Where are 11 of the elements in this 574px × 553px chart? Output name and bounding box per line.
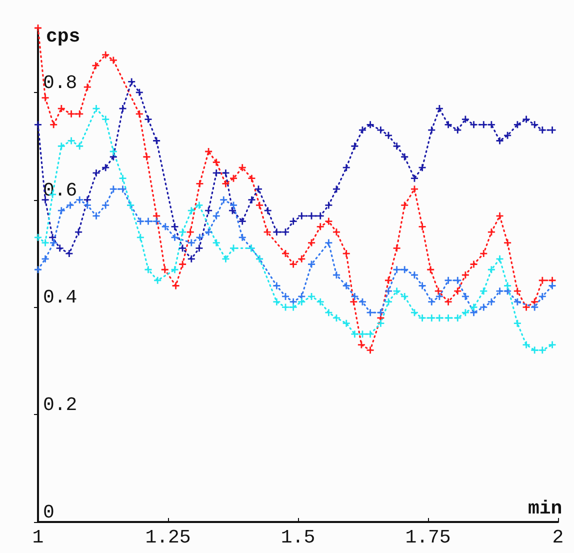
x-axis-title: min xyxy=(528,498,562,520)
y-tick-label: 0 xyxy=(43,502,54,524)
x-tick-label: 1.5 xyxy=(280,526,316,548)
x-tick-label: 2 xyxy=(552,526,564,548)
x-tick-label: 1.75 xyxy=(405,526,451,548)
x-tick-label: 1 xyxy=(32,526,44,548)
y-tick-label: 0.4 xyxy=(43,286,78,309)
x-tick-label: 1.25 xyxy=(145,526,191,548)
y-tick-label: 0.2 xyxy=(43,394,78,416)
y-tick-label: 0.8 xyxy=(43,72,78,94)
y-axis-title: cps xyxy=(46,26,80,48)
